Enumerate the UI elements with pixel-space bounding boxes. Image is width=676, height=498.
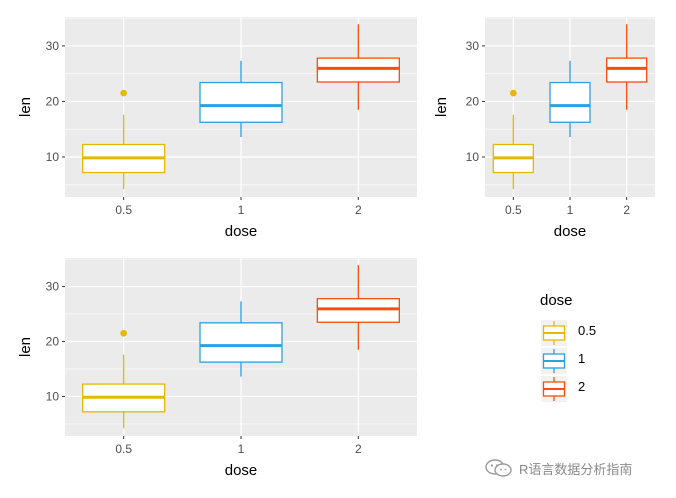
- x-tick-label: 0.5: [115, 442, 132, 456]
- x-tick-label: 2: [355, 203, 362, 217]
- x-tick-label: 0.5: [505, 203, 522, 217]
- x-tick-label: 1: [238, 442, 245, 456]
- legend-title: dose: [540, 292, 573, 309]
- box-2: [316, 265, 400, 350]
- x-tick-label: 2: [623, 203, 630, 217]
- x-tick-label: 2: [355, 442, 362, 456]
- box-2: [606, 24, 648, 110]
- legend-key-1: [541, 348, 567, 374]
- legend-label-2: 2: [578, 379, 585, 394]
- box-1: [549, 60, 591, 137]
- legend-key-0.5: [541, 320, 567, 346]
- box-1: [199, 301, 283, 377]
- box-1: [199, 60, 283, 137]
- y-tick-label: 10: [46, 150, 60, 164]
- box-2: [316, 24, 400, 110]
- outlier-point: [510, 89, 517, 97]
- y-tick-label: 10: [46, 389, 60, 403]
- legend-key-2: [541, 376, 567, 402]
- iqr-box: [606, 57, 648, 83]
- y-tick-label: 20: [46, 94, 60, 108]
- box-0.5: [82, 89, 166, 190]
- y-axis-title: len: [17, 337, 34, 357]
- legend-label-1: 1: [578, 351, 585, 366]
- boxplot-panel-top-right: 10 20 30 0.5 1 2 dose len: [433, 17, 655, 240]
- legend-label-0.5: 0.5: [578, 323, 596, 338]
- outlier-point: [120, 89, 127, 97]
- y-tick-label: 30: [466, 39, 480, 53]
- y-tick-label: 20: [466, 94, 480, 108]
- watermark-text: R语言数据分析指南: [519, 461, 633, 477]
- y-axis-title: len: [17, 97, 34, 117]
- y-tick-label: 10: [466, 150, 480, 164]
- iqr-box: [199, 81, 283, 123]
- watermark: R语言数据分析指南: [484, 458, 632, 478]
- x-tick-label: 0.5: [115, 203, 132, 217]
- box-0.5: [492, 89, 534, 190]
- iqr-box: [199, 322, 283, 363]
- x-tick-label: 1: [238, 203, 245, 217]
- boxplot-panel-bottom-left: 10 20 30 0.5 1 2 dose len: [17, 258, 417, 479]
- x-axis-title: dose: [225, 462, 258, 479]
- x-tick-label: 1: [567, 203, 574, 217]
- iqr-box: [549, 81, 591, 123]
- boxplot-panel-top-left: 10 20 30 0.5 1 2 dose len: [17, 17, 417, 240]
- wechat-icon: [485, 459, 512, 477]
- x-axis-title: dose: [225, 223, 258, 240]
- y-axis-title: len: [433, 97, 450, 117]
- outlier-point: [120, 329, 127, 337]
- legend: dose 0.5 1 2: [540, 292, 596, 402]
- iqr-box: [316, 298, 400, 323]
- y-tick-label: 20: [46, 335, 60, 349]
- box-0.5: [82, 329, 166, 429]
- iqr-box: [316, 57, 400, 83]
- y-tick-label: 30: [46, 280, 60, 294]
- y-tick-label: 30: [46, 39, 60, 53]
- x-axis-title: dose: [554, 223, 587, 240]
